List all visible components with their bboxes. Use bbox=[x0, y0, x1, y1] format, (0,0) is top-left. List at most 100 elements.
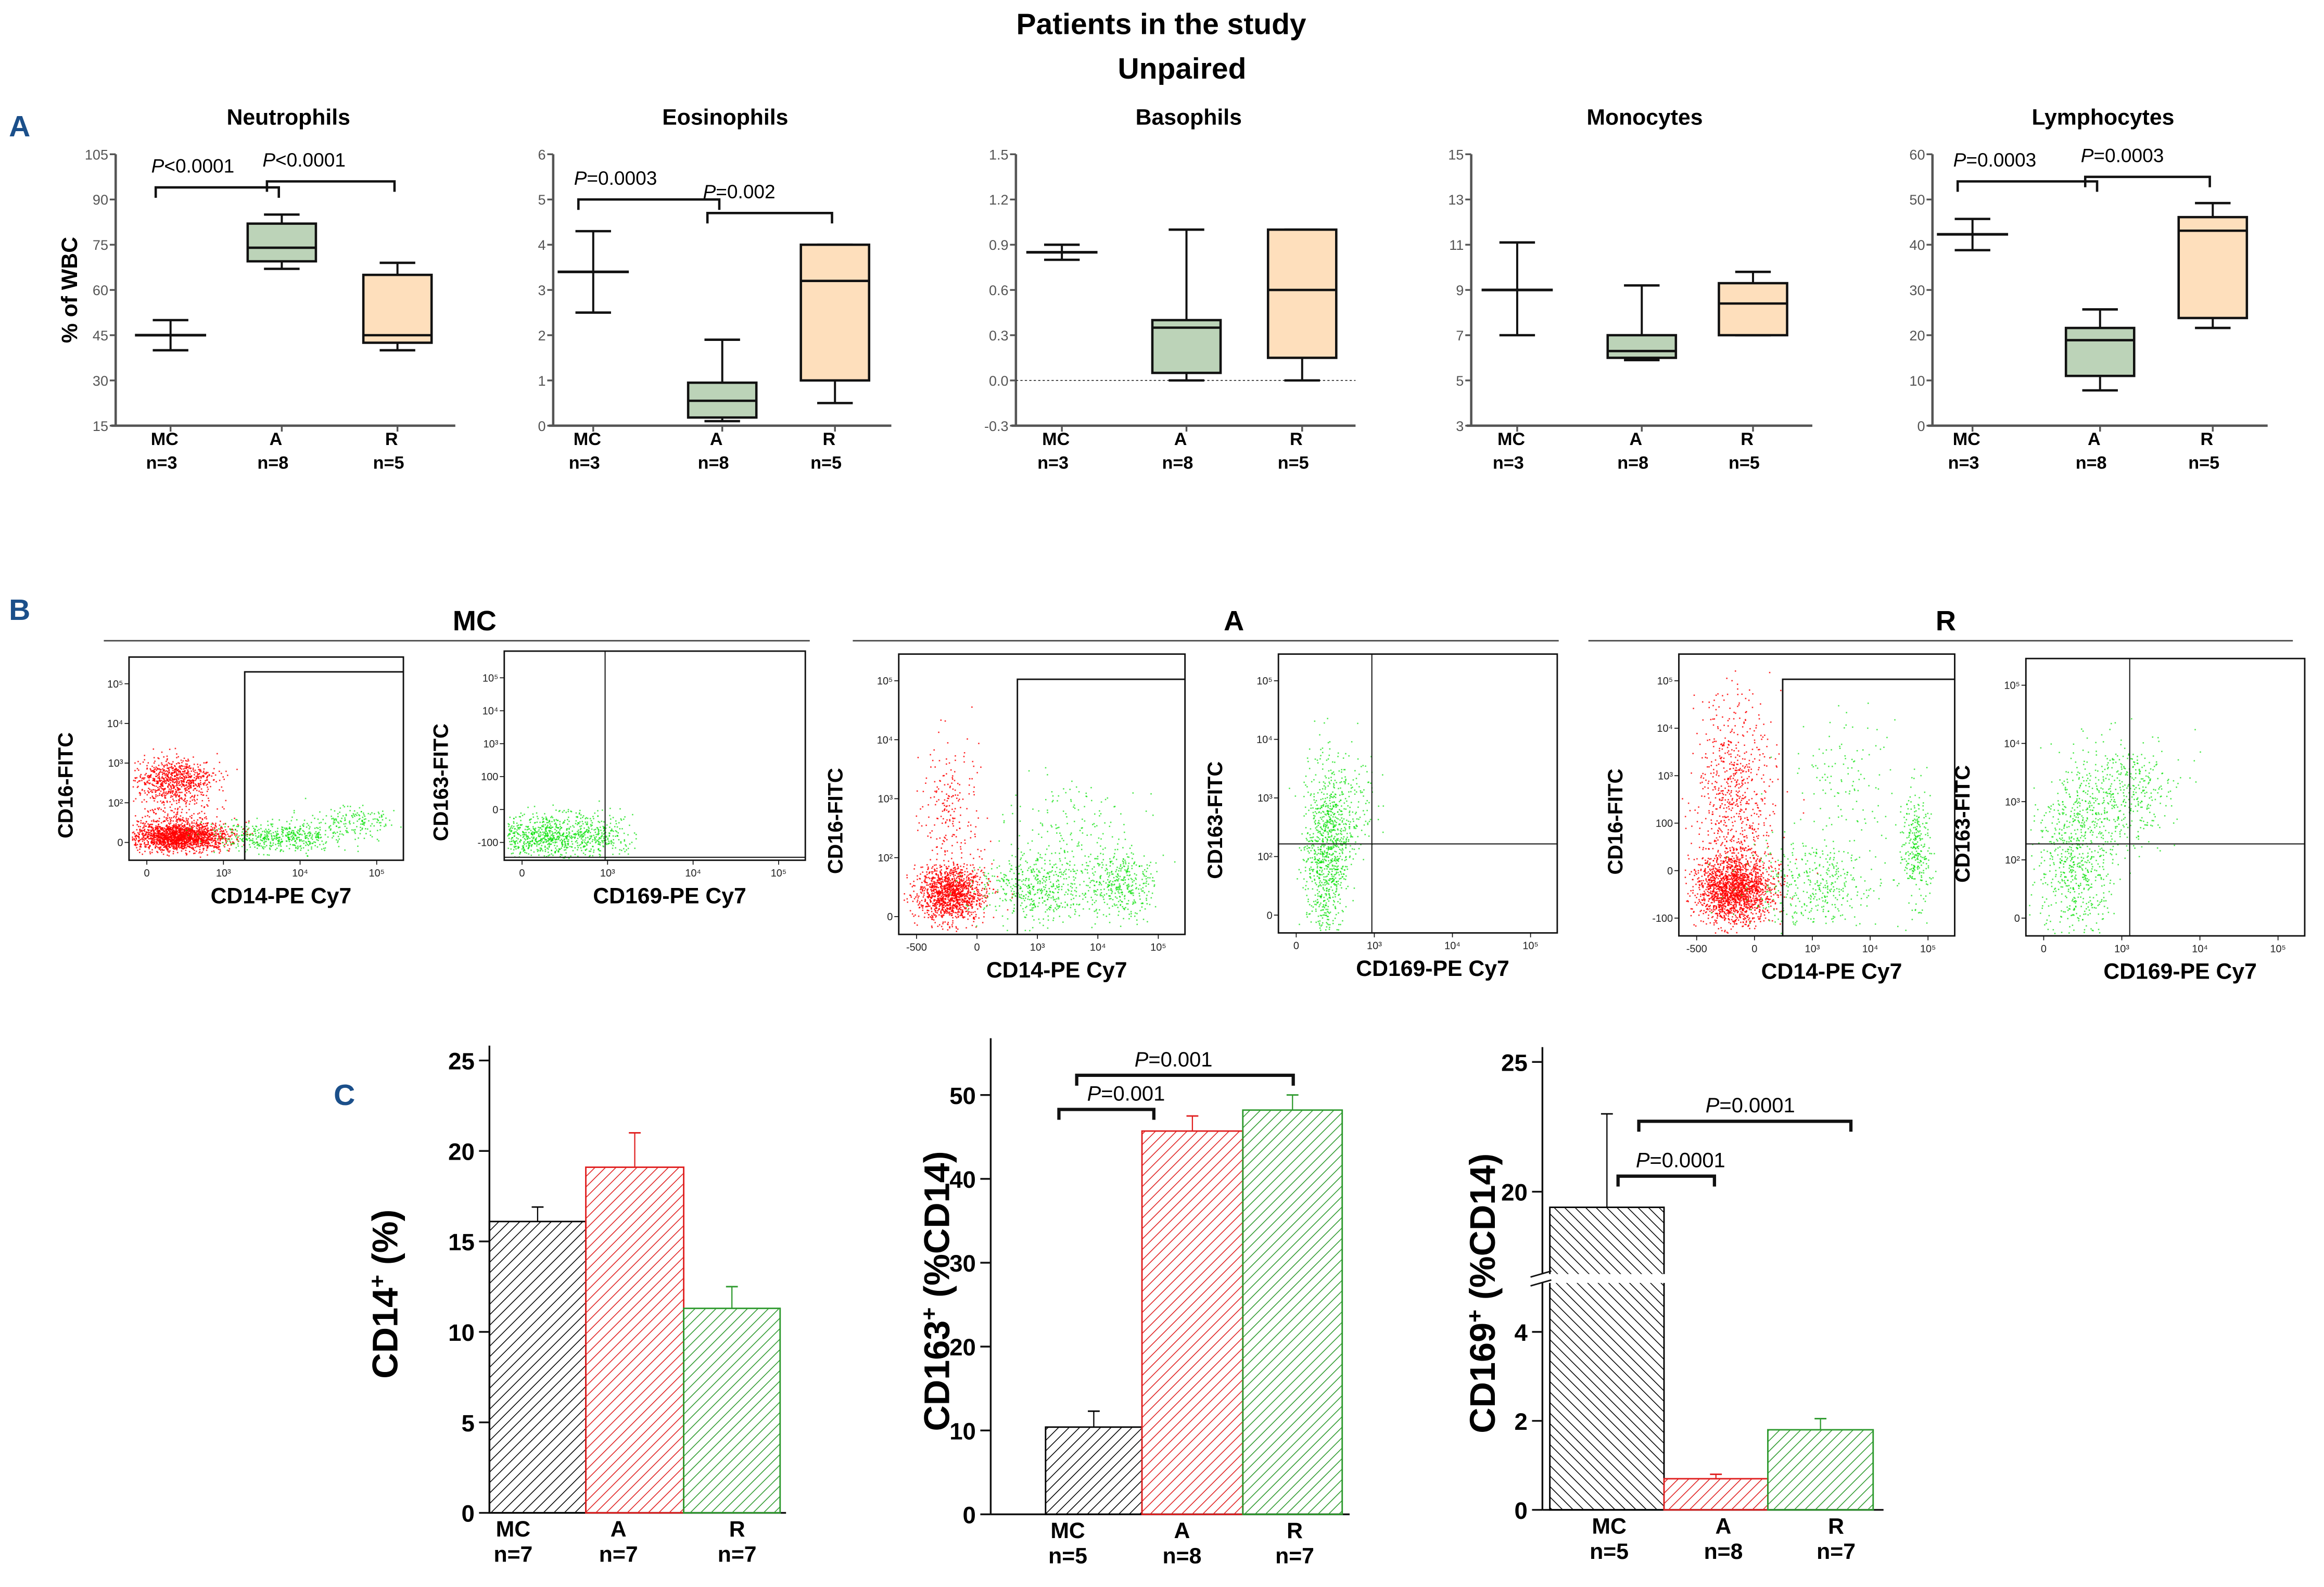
event-dot bbox=[161, 784, 163, 786]
event-dot bbox=[971, 870, 973, 872]
event-dot bbox=[603, 832, 605, 834]
event-dot bbox=[577, 816, 578, 818]
event-dot bbox=[182, 828, 183, 830]
event-dot bbox=[968, 888, 969, 890]
event-dot bbox=[192, 829, 193, 831]
event-dot bbox=[213, 847, 215, 848]
figure-title: Patients in the study bbox=[1017, 8, 1306, 41]
event-dot bbox=[146, 835, 148, 837]
event-dot bbox=[185, 760, 187, 761]
event-dot bbox=[183, 757, 185, 759]
event-dot bbox=[238, 825, 239, 827]
event-dot bbox=[963, 866, 964, 868]
event-dot bbox=[565, 845, 567, 846]
event-dot bbox=[562, 811, 564, 813]
event-dot bbox=[513, 841, 515, 843]
event-dot bbox=[190, 847, 192, 848]
event-dot bbox=[175, 845, 177, 846]
event-dot bbox=[167, 776, 169, 777]
event-dot bbox=[213, 845, 215, 847]
event-dot bbox=[193, 781, 194, 783]
event-dot bbox=[564, 819, 566, 821]
event-dot bbox=[544, 829, 547, 831]
event-dot bbox=[308, 828, 310, 830]
event-dot bbox=[170, 820, 171, 822]
event-dot bbox=[532, 834, 534, 836]
event-dot bbox=[184, 838, 186, 840]
event-dot bbox=[529, 819, 530, 821]
event-dot bbox=[569, 826, 572, 828]
event-dot bbox=[535, 838, 537, 840]
event-dot bbox=[140, 822, 142, 824]
event-dot bbox=[171, 772, 173, 774]
box-iqr bbox=[2064, 326, 2136, 377]
event-dot bbox=[579, 826, 581, 828]
event-dot bbox=[519, 852, 521, 854]
event-dot bbox=[509, 823, 510, 826]
event-dot bbox=[188, 784, 191, 786]
event-dot bbox=[522, 847, 524, 848]
event-dot bbox=[156, 776, 158, 777]
event-dot bbox=[230, 844, 232, 846]
event-dot bbox=[380, 814, 383, 816]
event-dot bbox=[224, 846, 225, 848]
event-dot bbox=[161, 782, 163, 784]
event-dot bbox=[550, 828, 552, 829]
event-dot bbox=[579, 821, 581, 823]
event-dot bbox=[559, 823, 561, 825]
event-dot bbox=[189, 823, 191, 825]
event-dot bbox=[209, 775, 210, 777]
event-dot bbox=[613, 842, 615, 844]
event-dot bbox=[132, 839, 134, 841]
event-dot bbox=[145, 844, 146, 846]
x-tick-label: R bbox=[822, 429, 835, 449]
event-dot bbox=[918, 895, 920, 897]
box-iqr bbox=[1606, 334, 1678, 359]
event-dot bbox=[222, 837, 224, 839]
event-dot bbox=[175, 829, 177, 831]
event-dot bbox=[189, 846, 191, 848]
event-dot bbox=[585, 818, 587, 820]
event-dot bbox=[523, 850, 524, 852]
event-dot bbox=[201, 835, 202, 837]
event-dot bbox=[144, 759, 145, 760]
event-dot bbox=[172, 853, 174, 855]
event-dot bbox=[627, 853, 629, 855]
p-value: =0.0003 bbox=[2093, 144, 2164, 166]
event-dot bbox=[189, 765, 191, 767]
event-dot bbox=[278, 843, 280, 844]
event-dot bbox=[364, 828, 366, 830]
event-dot bbox=[147, 836, 149, 839]
event-dot bbox=[224, 826, 226, 828]
event-dot bbox=[152, 835, 154, 837]
event-dot bbox=[551, 853, 552, 855]
significance-bracket: P<0.0001 bbox=[151, 155, 280, 198]
x-tick-label: MC bbox=[1497, 429, 1525, 449]
event-dot bbox=[158, 789, 160, 791]
event-dot bbox=[591, 835, 593, 837]
event-dot bbox=[166, 765, 168, 767]
event-dot bbox=[224, 823, 226, 825]
event-dot bbox=[270, 823, 272, 825]
event-dot bbox=[167, 832, 168, 834]
event-dot bbox=[619, 828, 621, 830]
event-dot bbox=[145, 772, 147, 775]
event-dot bbox=[177, 789, 179, 790]
event-dot bbox=[195, 836, 196, 838]
event-dot bbox=[583, 832, 585, 834]
event-dot bbox=[176, 786, 178, 789]
event-dot bbox=[189, 837, 191, 840]
event-dot bbox=[599, 844, 601, 846]
event-dot bbox=[171, 837, 173, 839]
event-dot bbox=[166, 848, 168, 850]
event-dot bbox=[173, 816, 174, 818]
event-dot bbox=[206, 840, 208, 842]
event-dot bbox=[276, 836, 277, 838]
event-dot bbox=[382, 819, 384, 821]
event-dot bbox=[949, 894, 951, 896]
event-dot bbox=[979, 884, 981, 886]
event-dot bbox=[172, 790, 174, 792]
event-dot bbox=[957, 866, 959, 868]
event-dot bbox=[914, 864, 916, 866]
event-dot bbox=[599, 821, 601, 823]
